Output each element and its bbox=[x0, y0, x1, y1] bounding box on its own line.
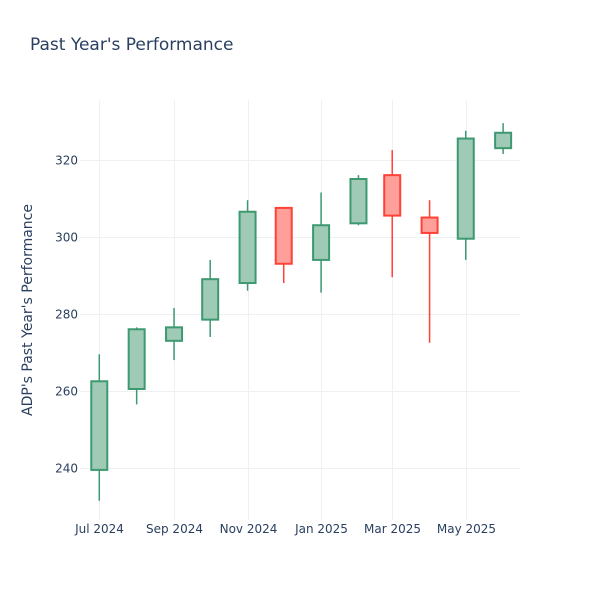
candle-body bbox=[420, 216, 439, 234]
candle bbox=[165, 308, 184, 361]
x-tick-label: Jul 2024 bbox=[74, 522, 124, 536]
candle-body bbox=[494, 131, 513, 150]
candle bbox=[274, 206, 293, 284]
chart-title: Past Year's Performance bbox=[30, 35, 234, 55]
candle bbox=[312, 192, 331, 293]
y-tick-label: 280 bbox=[55, 308, 78, 322]
x-axis-ticks: Jul 2024 Sep 2024 Nov 2024 Jan 2025 Mar 2025… bbox=[74, 522, 496, 536]
candle-body bbox=[201, 278, 220, 321]
y-tick-label: 260 bbox=[55, 385, 78, 399]
x-tick-label: Mar 2025 bbox=[364, 522, 421, 536]
y-axis-label: ADP's Past Year's Performance bbox=[20, 204, 36, 416]
candle bbox=[90, 354, 109, 501]
candle bbox=[420, 200, 439, 343]
candle-body bbox=[349, 177, 368, 225]
candles bbox=[90, 123, 513, 501]
candle-body bbox=[238, 210, 257, 285]
candle-body bbox=[127, 328, 146, 390]
candle-body bbox=[383, 174, 402, 217]
x-tick-label: Jan 2025 bbox=[294, 522, 348, 536]
x-tick-label: Nov 2024 bbox=[220, 522, 278, 536]
x-tick-label: May 2025 bbox=[437, 522, 496, 536]
candle bbox=[201, 259, 220, 337]
candle bbox=[238, 200, 257, 291]
y-tick-label: 240 bbox=[55, 462, 78, 476]
candle-body bbox=[312, 224, 331, 261]
y-tick-label: 320 bbox=[55, 154, 78, 168]
candle-body bbox=[456, 137, 475, 240]
candle bbox=[494, 123, 513, 154]
x-tick-label: Sep 2024 bbox=[146, 522, 203, 536]
candle-body bbox=[165, 326, 184, 342]
grid-lines bbox=[80, 100, 520, 520]
candle bbox=[127, 327, 146, 405]
y-tick-label: 300 bbox=[55, 231, 78, 245]
candle-body bbox=[274, 206, 293, 265]
candle bbox=[349, 175, 368, 226]
candle bbox=[456, 130, 475, 260]
y-axis-ticks: 240 260 280 300 320 bbox=[55, 154, 78, 476]
candle-body bbox=[90, 380, 109, 471]
candle bbox=[383, 150, 402, 278]
